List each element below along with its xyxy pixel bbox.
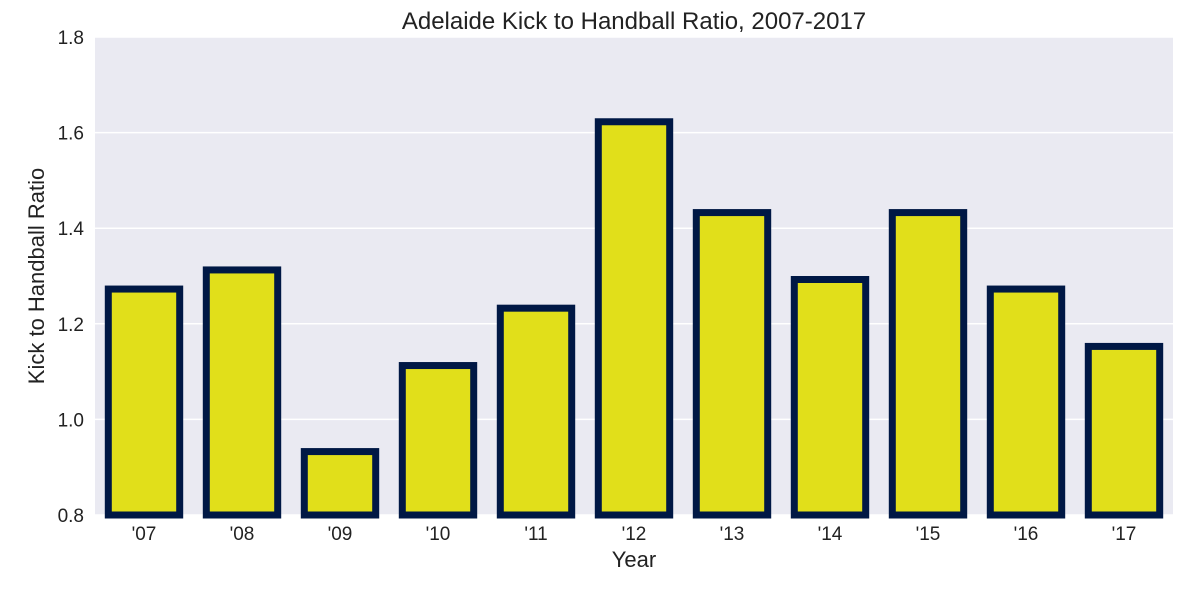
bar-09: [300, 448, 380, 519]
x-tick-label: '10: [426, 524, 451, 545]
x-tick-label: '15: [916, 524, 941, 545]
x-tick-label: '17: [1112, 524, 1137, 545]
x-tick-label: '12: [622, 524, 647, 545]
x-tick-labels: '07 '08 '09 '10 '11 '12 '13 '14 '15 '16 '17: [132, 524, 1137, 545]
bar-12: [594, 118, 674, 519]
x-tick-label: '14: [818, 524, 843, 545]
chart-title: Adelaide Kick to Handball Ratio, 2007-20…: [402, 8, 866, 35]
y-tick-label: 1.2: [58, 315, 84, 336]
x-axis-label: Year: [612, 547, 656, 572]
bar-08: [202, 266, 282, 519]
y-tick-label: 1.8: [58, 28, 84, 49]
y-tick-labels: 0.8 1.0 1.2 1.4 1.6 1.8: [58, 28, 85, 527]
x-tick-label: '08: [230, 524, 255, 545]
bar-14: [790, 276, 870, 519]
y-tick-label: 1.0: [58, 410, 84, 431]
y-tick-label: 1.6: [58, 124, 84, 145]
bars: [104, 118, 1164, 519]
bar-17: [1084, 342, 1164, 519]
bar-07: [104, 285, 184, 519]
y-axis-label: Kick to Handball Ratio: [24, 168, 49, 384]
x-tick-label: '11: [524, 524, 547, 545]
bar-13: [692, 209, 772, 519]
bar-11: [496, 304, 576, 519]
x-tick-label: '09: [328, 524, 353, 545]
bar-10: [398, 362, 478, 519]
x-tick-label: '07: [132, 524, 157, 545]
bar-15: [888, 209, 968, 519]
x-tick-label: '13: [720, 524, 745, 545]
y-tick-label: 1.4: [58, 219, 85, 240]
bar-16: [986, 285, 1066, 519]
x-tick-label: '16: [1014, 524, 1039, 545]
y-tick-label: 0.8: [58, 506, 84, 527]
